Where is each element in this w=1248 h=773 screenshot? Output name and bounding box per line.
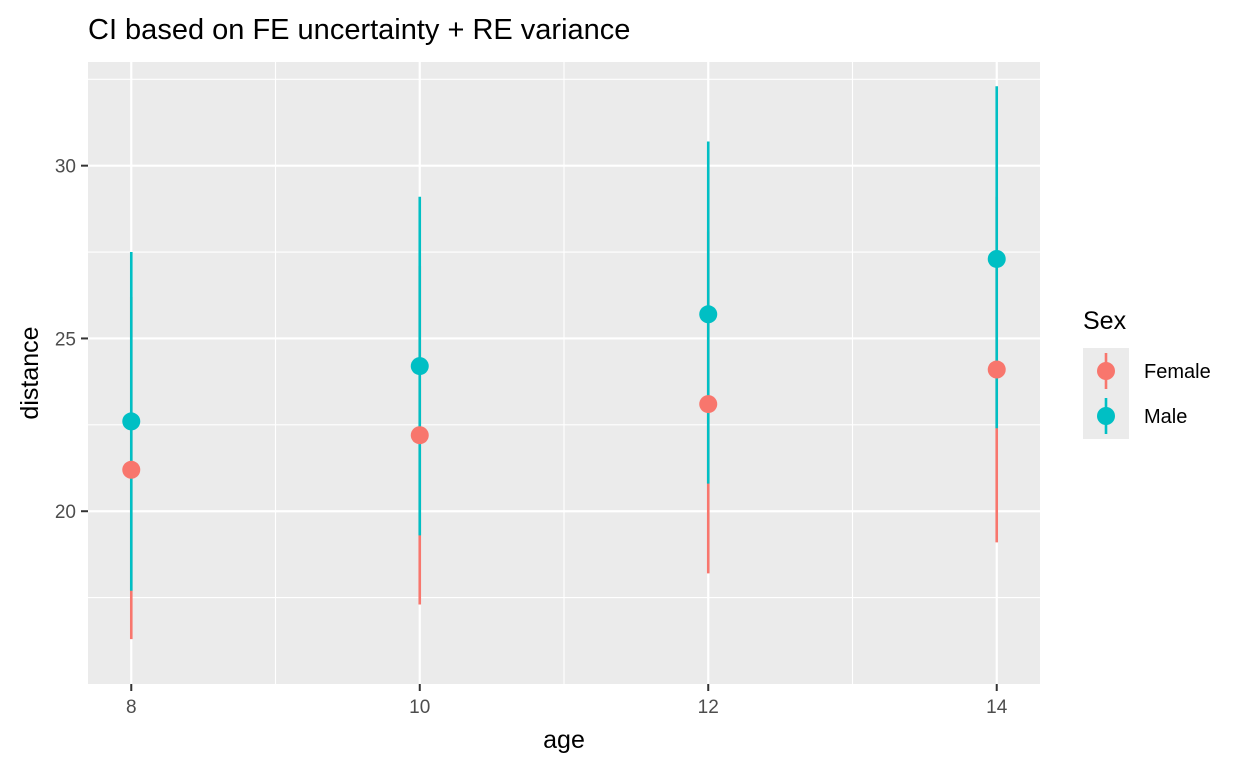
x-axis-label: age xyxy=(543,726,585,754)
chart-title: CI based on FE uncertainty + RE variance xyxy=(88,14,630,46)
x-tick-label: 14 xyxy=(986,697,1008,718)
point-female xyxy=(699,395,718,414)
y-axis: 20 25 30 xyxy=(55,157,88,523)
grid-minor-lines xyxy=(88,62,1040,684)
x-axis: 8 10 12 14 xyxy=(126,684,1008,718)
x-tick-label: 8 xyxy=(126,697,137,718)
y-axis-label: distance xyxy=(16,326,44,419)
legend-items: Female Male xyxy=(1097,353,1211,434)
data-points xyxy=(122,249,1006,479)
point-female xyxy=(122,460,141,479)
point-female xyxy=(410,426,429,445)
y-tick-label: 20 xyxy=(55,502,76,523)
legend-key-point-male xyxy=(1097,407,1115,425)
x-tick-label: 10 xyxy=(409,697,430,718)
point-male xyxy=(410,357,429,376)
point-female xyxy=(987,360,1006,379)
x-tick-label: 12 xyxy=(698,697,719,718)
point-male xyxy=(122,412,141,431)
legend-label-female: Female xyxy=(1144,361,1211,383)
y-tick-label: 30 xyxy=(55,157,76,178)
y-tick-label: 25 xyxy=(55,329,76,350)
legend-label-male: Male xyxy=(1144,406,1187,428)
legend-title: Sex xyxy=(1083,307,1127,335)
legend: Sex Female Male xyxy=(1083,307,1211,439)
point-male xyxy=(987,249,1006,268)
legend-key-point-female xyxy=(1097,362,1115,380)
point-male xyxy=(699,305,718,324)
